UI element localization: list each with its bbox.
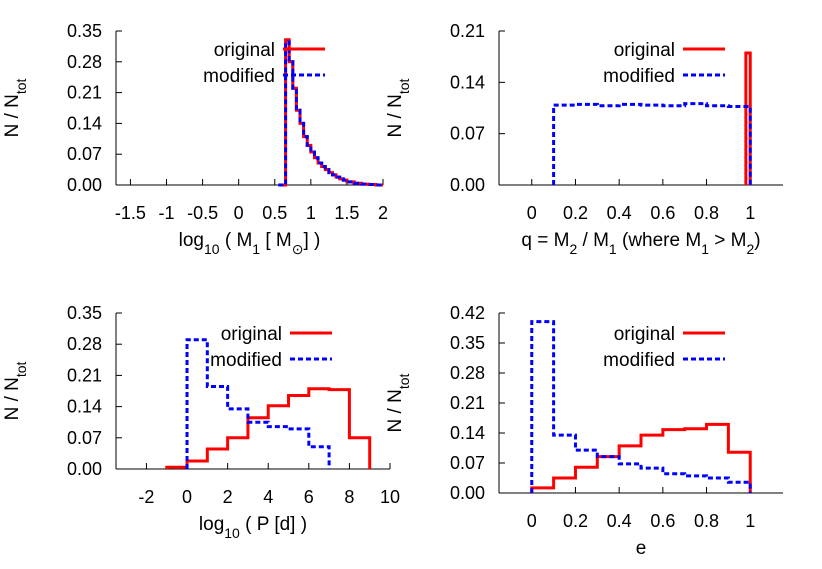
x-tick-label: 0.6 (650, 511, 675, 531)
modified-series (552, 102, 752, 185)
y-tick-label: 0.00 (450, 483, 485, 503)
legend-label-modified: modified (210, 350, 282, 371)
x-axis-label: q = M2 / M1 (where M1 > M2) (521, 230, 760, 257)
panel-3: 0.00 0.07 0.14 0.21 0.28 0.35 -2 0 2 4 6 8 10 origina… (2, 303, 400, 541)
y-tick-label: 0.07 (450, 124, 485, 144)
y-tick-label: 0.21 (67, 83, 102, 103)
y-tick-label: 0.14 (450, 72, 485, 92)
x-tick-label: 0.8 (694, 203, 719, 223)
y-tick-label: 0.14 (67, 113, 102, 133)
y-axis-label: N / Ntot (385, 373, 412, 432)
x-tick-label: 6 (304, 487, 314, 507)
x-tick-label: -2 (138, 487, 154, 507)
panel-2: 0.00 0.07 0.14 0.21 0 0.2 0.4 0.6 0.8 1 original mo… (385, 21, 783, 257)
modified-series (185, 338, 331, 469)
panel-4: 0.00 0.07 0.14 0.21 0.28 0.35 0.42 0 0.2 0.4 0.6 0.… (385, 303, 783, 559)
x-tick-label: 0.4 (607, 203, 632, 223)
legend-label-modified: modified (603, 350, 675, 371)
x-tick-label: -1.5 (115, 203, 146, 223)
y-axis-label: N / Ntot (2, 78, 29, 137)
x-tick-label: 1 (745, 511, 755, 531)
y-tick-label: 0.21 (450, 393, 485, 413)
x-tick-label: 0.4 (607, 511, 632, 531)
legend-label-original: original (214, 40, 275, 61)
y-tick-label: 0.35 (450, 333, 485, 353)
legend-label-original: original (614, 324, 675, 345)
y-tick-label: 0.00 (67, 459, 102, 479)
y-tick-label: 0.28 (67, 334, 102, 354)
x-tick-label: 8 (344, 487, 354, 507)
x-tick-label: 2 (378, 203, 388, 223)
x-tick-label: 0 (234, 203, 244, 223)
y-tick-label: 0.21 (67, 365, 102, 385)
legend-label-modified: modified (603, 66, 675, 87)
x-axis-label: e (636, 538, 647, 559)
legend-label-original: original (614, 40, 675, 61)
x-tick-label: -1 (159, 203, 175, 223)
x-tick-label: 0 (527, 511, 537, 531)
x-axis-label: log10 ( P [d] ) (199, 514, 307, 541)
modified-series (530, 320, 752, 493)
y-tick-label: 0.14 (67, 397, 102, 417)
y-tick-label: 0.28 (67, 52, 102, 72)
modified-series (278, 40, 383, 187)
y-axis-label: N / Ntot (2, 361, 29, 420)
x-tick-label: -0.5 (187, 203, 218, 223)
x-tick-label: 1 (306, 203, 316, 223)
x-tick-label: 0.8 (694, 511, 719, 531)
y-tick-label: 0.42 (450, 303, 485, 323)
panel-1: 0.00 0.07 0.14 0.21 0.28 0.35 -1.5 -1 -0.5 0 0.5 1 1… (2, 21, 388, 257)
x-tick-label: 10 (380, 487, 400, 507)
x-tick-label: 0.6 (650, 203, 675, 223)
legend-label-original: original (221, 324, 282, 345)
x-axis-label: log10 ( M1 [ M⊙] ) (179, 230, 321, 257)
x-tick-label: 1 (745, 203, 755, 223)
original-series (165, 387, 372, 469)
x-tick-label: 4 (263, 487, 273, 507)
y-tick-label: 0.00 (450, 175, 485, 195)
y-tick-label: 0.28 (450, 363, 485, 383)
x-tick-label: 0 (182, 487, 192, 507)
y-tick-label: 0.00 (67, 175, 102, 195)
y-tick-label: 0.07 (67, 428, 102, 448)
x-tick-label: 2 (223, 487, 233, 507)
y-tick-label: 0.35 (67, 21, 102, 41)
y-tick-label: 0.35 (67, 303, 102, 323)
original-series (530, 422, 752, 493)
y-axis-label: N / Ntot (385, 78, 412, 137)
y-tick-label: 0.14 (450, 423, 485, 443)
x-tick-label: 0.5 (262, 203, 287, 223)
x-tick-label: 0.2 (563, 203, 588, 223)
x-tick-label: 0 (527, 203, 537, 223)
x-tick-label: 0.2 (563, 511, 588, 531)
y-tick-label: 0.21 (450, 21, 485, 41)
x-tick-label: 1.5 (334, 203, 359, 223)
y-tick-label: 0.07 (450, 453, 485, 473)
legend-label-modified: modified (203, 66, 275, 87)
y-tick-label: 0.07 (67, 144, 102, 164)
